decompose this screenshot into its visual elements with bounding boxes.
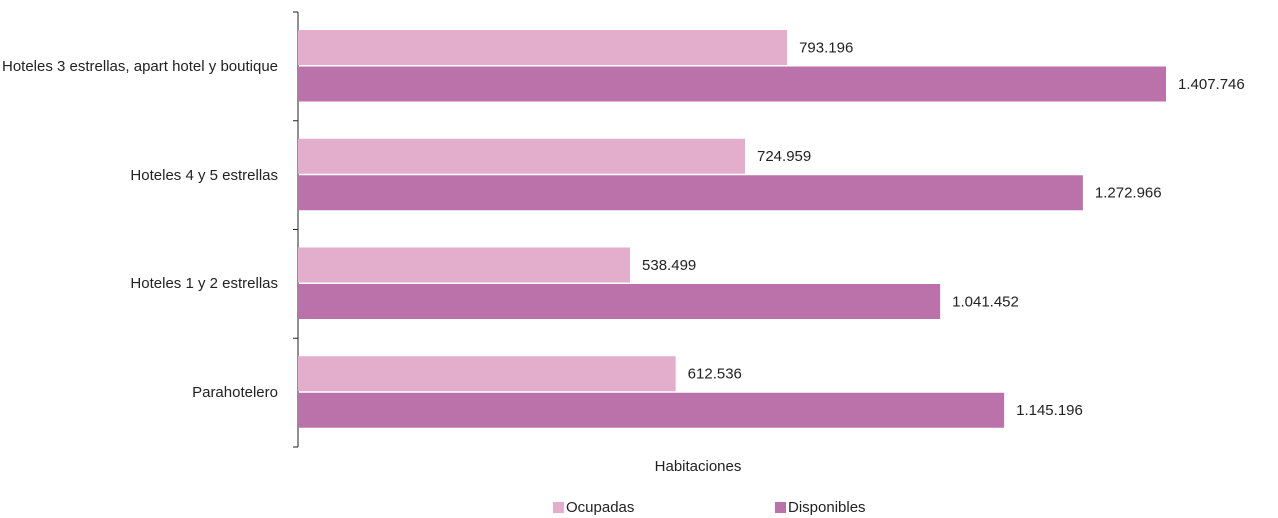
bar (298, 392, 1005, 428)
bar (298, 175, 1083, 211)
bar (298, 247, 631, 283)
value-label: 1.041.452 (952, 293, 1019, 310)
value-label: 1.272.966 (1095, 185, 1162, 202)
x-axis-title: Habitaciones (655, 458, 742, 475)
legend-swatch (775, 502, 786, 513)
category-label: Hoteles 1 y 2 estrellas (130, 275, 278, 293)
category-label: Hoteles 3 estrellas, apart hotel y bouti… (2, 57, 278, 75)
value-label: 612.536 (688, 366, 742, 383)
category-label-box: Hoteles 1 y 2 estrellas (0, 273, 278, 294)
category-label-box: Parahotelero (0, 382, 278, 403)
legend-label: Disponibles (788, 499, 866, 516)
category-label: Parahotelero (192, 384, 278, 402)
legend-label: Ocupadas (566, 499, 634, 516)
bar (298, 284, 941, 319)
bar (298, 356, 676, 392)
legend-swatch (553, 502, 564, 513)
bar (298, 66, 1166, 102)
value-label: 1.407.746 (1178, 76, 1245, 93)
value-label: 793.196 (799, 39, 853, 56)
bar (298, 30, 788, 65)
category-label: Hoteles 4 y 5 estrellas (130, 166, 278, 184)
value-label: 538.499 (642, 257, 696, 274)
bar (298, 138, 746, 174)
value-label: 724.959 (757, 148, 811, 165)
category-label-box: Hoteles 4 y 5 estrellas (0, 165, 278, 186)
category-label-box: Hoteles 3 estrellas, apart hotel y bouti… (0, 56, 278, 77)
value-label: 1.145.196 (1016, 402, 1083, 419)
